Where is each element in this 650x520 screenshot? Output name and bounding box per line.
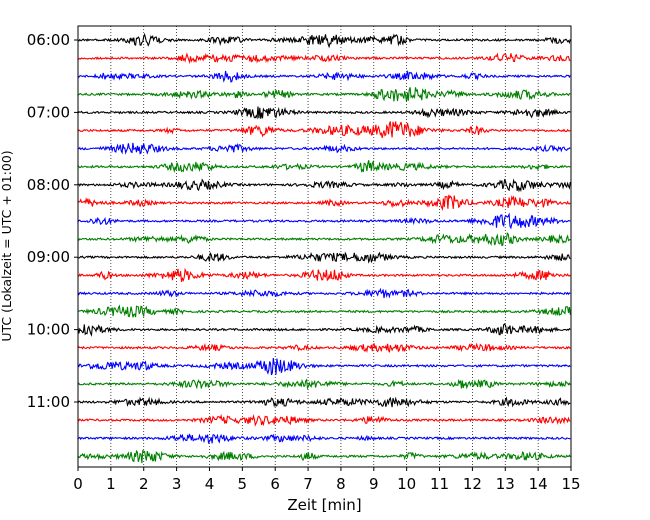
trace-line-0745 xyxy=(77,160,571,174)
x-tick-label: 8 xyxy=(336,475,346,493)
y-tick-label: 08:00 xyxy=(27,176,70,194)
trace-line-1000 xyxy=(77,323,571,337)
plot-frame xyxy=(77,25,572,468)
x-axis-label: Zeit [min] xyxy=(287,496,361,514)
x-tick-label: 7 xyxy=(303,475,313,493)
y-tick-label: 10:00 xyxy=(27,321,70,339)
x-tick-label: 11 xyxy=(430,475,449,493)
trace-line-0800 xyxy=(77,178,571,193)
trace-line-1130 xyxy=(77,433,571,445)
y-tick-label: 09:00 xyxy=(27,248,70,266)
trace-line-0945 xyxy=(77,304,571,318)
x-tick-label: 2 xyxy=(139,475,149,493)
x-tick-label: 15 xyxy=(561,475,580,493)
x-tick-label: 0 xyxy=(73,475,83,493)
trace-line-0830 xyxy=(77,212,571,230)
trace-line-1015 xyxy=(77,342,571,354)
x-axis-ticks: 0 1 2 3 4 5 6 7 8 9 10 11 12 13 14 15 xyxy=(73,467,581,493)
trace-line-0930 xyxy=(77,287,571,299)
x-tick-label: 6 xyxy=(270,475,280,493)
x-tick-label: 1 xyxy=(106,475,116,493)
trace-series xyxy=(77,32,571,464)
x-tick-label: 10 xyxy=(397,475,416,493)
y-tick-label: 07:00 xyxy=(27,103,70,121)
trace-line-1115 xyxy=(77,413,571,427)
trace-line-0630 xyxy=(77,69,571,83)
y-tick-label: 06:00 xyxy=(27,31,70,49)
trace-line-0700 xyxy=(77,106,571,120)
trace-line-1100 xyxy=(77,396,571,408)
x-tick-label: 3 xyxy=(172,475,182,493)
trace-line-0915 xyxy=(77,267,571,283)
y-tick-label: 11:00 xyxy=(27,393,70,411)
trace-line-1030 xyxy=(77,357,571,376)
x-tick-label: 12 xyxy=(463,475,482,493)
trace-line-0645 xyxy=(77,87,571,102)
trace-line-1045 xyxy=(77,378,571,390)
trace-line-0730 xyxy=(77,142,571,155)
trace-line-0845 xyxy=(77,232,571,247)
trace-line-0600 xyxy=(77,32,571,49)
x-tick-label: 5 xyxy=(238,475,248,493)
x-tick-label: 14 xyxy=(529,475,548,493)
y-axis-ticks: 06:00 07:00 08:00 09:00 10:00 11:00 xyxy=(27,31,78,411)
trace-line-1145 xyxy=(77,449,571,464)
x-tick-label: 9 xyxy=(369,475,379,493)
x-tick-label: 4 xyxy=(205,475,215,493)
trace-line-0715 xyxy=(77,121,571,139)
trace-line-0615 xyxy=(77,52,571,65)
y-axis-label: UTC (Lokalzeit = UTC + 01:00) xyxy=(0,150,14,341)
trace-line-0815 xyxy=(77,194,571,211)
x-tick-label: 13 xyxy=(496,475,515,493)
trace-line-0900 xyxy=(77,251,571,264)
